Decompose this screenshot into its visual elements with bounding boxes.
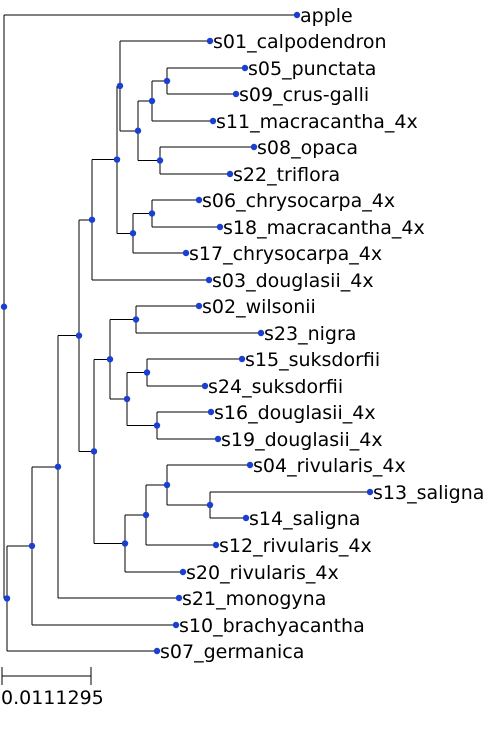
tip-node (216, 223, 224, 231)
internal-node (88, 216, 96, 223)
tip-label: s12_rivularis_4x (219, 535, 372, 557)
tip-node (226, 170, 234, 178)
tree-nodes (0, 11, 374, 655)
internal-node (143, 369, 151, 376)
tip-node (195, 196, 203, 204)
internal-node (153, 422, 161, 429)
tip-label: s21_monogyna (182, 588, 326, 610)
tip-label: apple (300, 5, 353, 27)
internal-node (3, 595, 11, 602)
tip-node (179, 568, 187, 576)
tip-node (293, 11, 301, 19)
tip-label: s15_suksdorfii (245, 349, 380, 371)
tip-node (195, 302, 203, 310)
tip-node (153, 647, 161, 655)
internal-node (163, 481, 171, 489)
tip-node (232, 90, 240, 98)
tip-node (246, 461, 254, 469)
tip-node (201, 382, 209, 390)
tip-node (175, 594, 183, 602)
tip-labels: apple s01_calpodendron s05_punctata s09_cru… (160, 5, 484, 663)
internal-node (113, 156, 121, 163)
tip-label: s23_nigra (264, 323, 356, 345)
internal-node (75, 332, 83, 339)
tip-node (238, 355, 246, 363)
internal-node (206, 501, 214, 509)
internal-node (121, 540, 129, 547)
tip-node (205, 276, 213, 284)
internal-node (156, 157, 164, 164)
internal-node (134, 127, 142, 134)
tip-label: s10_brachyacantha (179, 615, 365, 637)
tip-node (366, 488, 374, 496)
tip-label: s01_calpodendron (213, 31, 387, 53)
tip-node (182, 249, 190, 257)
tip-node (212, 541, 220, 549)
tip-node (207, 408, 215, 416)
internal-node (148, 210, 156, 217)
scale-bar-label: 0.0111295 (1, 687, 104, 709)
tip-node (206, 37, 214, 45)
tip-label: s19_douglasii_4x (221, 429, 383, 451)
tip-label: s09_crus-galli (239, 84, 369, 106)
internal-node (0, 303, 8, 310)
tip-label: s24_suksdorfii (208, 376, 343, 398)
tip-label: s07_germanica (160, 641, 304, 663)
internal-node (28, 542, 36, 550)
tip-label: s05_punctata (248, 58, 376, 80)
internal-node (142, 511, 150, 519)
tip-label: s14_saligna (249, 508, 360, 530)
tip-node (209, 117, 217, 125)
tip-node (172, 621, 180, 629)
tip-label: s22_triflora (233, 164, 340, 186)
tip-node (214, 435, 222, 443)
tip-node (250, 143, 258, 151)
internal-node (148, 97, 156, 105)
tip-node (257, 329, 265, 337)
internal-node (129, 230, 137, 237)
internal-node (163, 77, 171, 85)
tip-label: s08_opaca (257, 137, 358, 159)
tip-label: s04_rivularis_4x (253, 455, 406, 477)
tip-label: s06_chrysocarpa_4x (202, 190, 395, 212)
tip-label: s11_macracantha_4x (216, 111, 418, 133)
tip-label: s20_rivularis_4x (186, 562, 339, 584)
internal-node (90, 448, 98, 455)
tip-label: s17_chrysocarpa_4x (189, 243, 382, 265)
tip-label: s18_macracantha_4x (223, 217, 425, 239)
tip-label: s02_wilsonii (202, 296, 316, 318)
internal-node (116, 82, 124, 90)
tip-label: s16_douglasii_4x (214, 402, 376, 424)
tip-node (242, 514, 250, 522)
tip-label: s13_saligna (373, 482, 484, 504)
internal-node (132, 316, 140, 323)
tip-node (241, 64, 249, 72)
tip-label: s03_douglasii_4x (212, 270, 374, 292)
internal-node (106, 356, 114, 363)
scale-bar: 0.0111295 (1, 667, 104, 709)
internal-node (54, 463, 62, 470)
internal-node (123, 395, 131, 403)
